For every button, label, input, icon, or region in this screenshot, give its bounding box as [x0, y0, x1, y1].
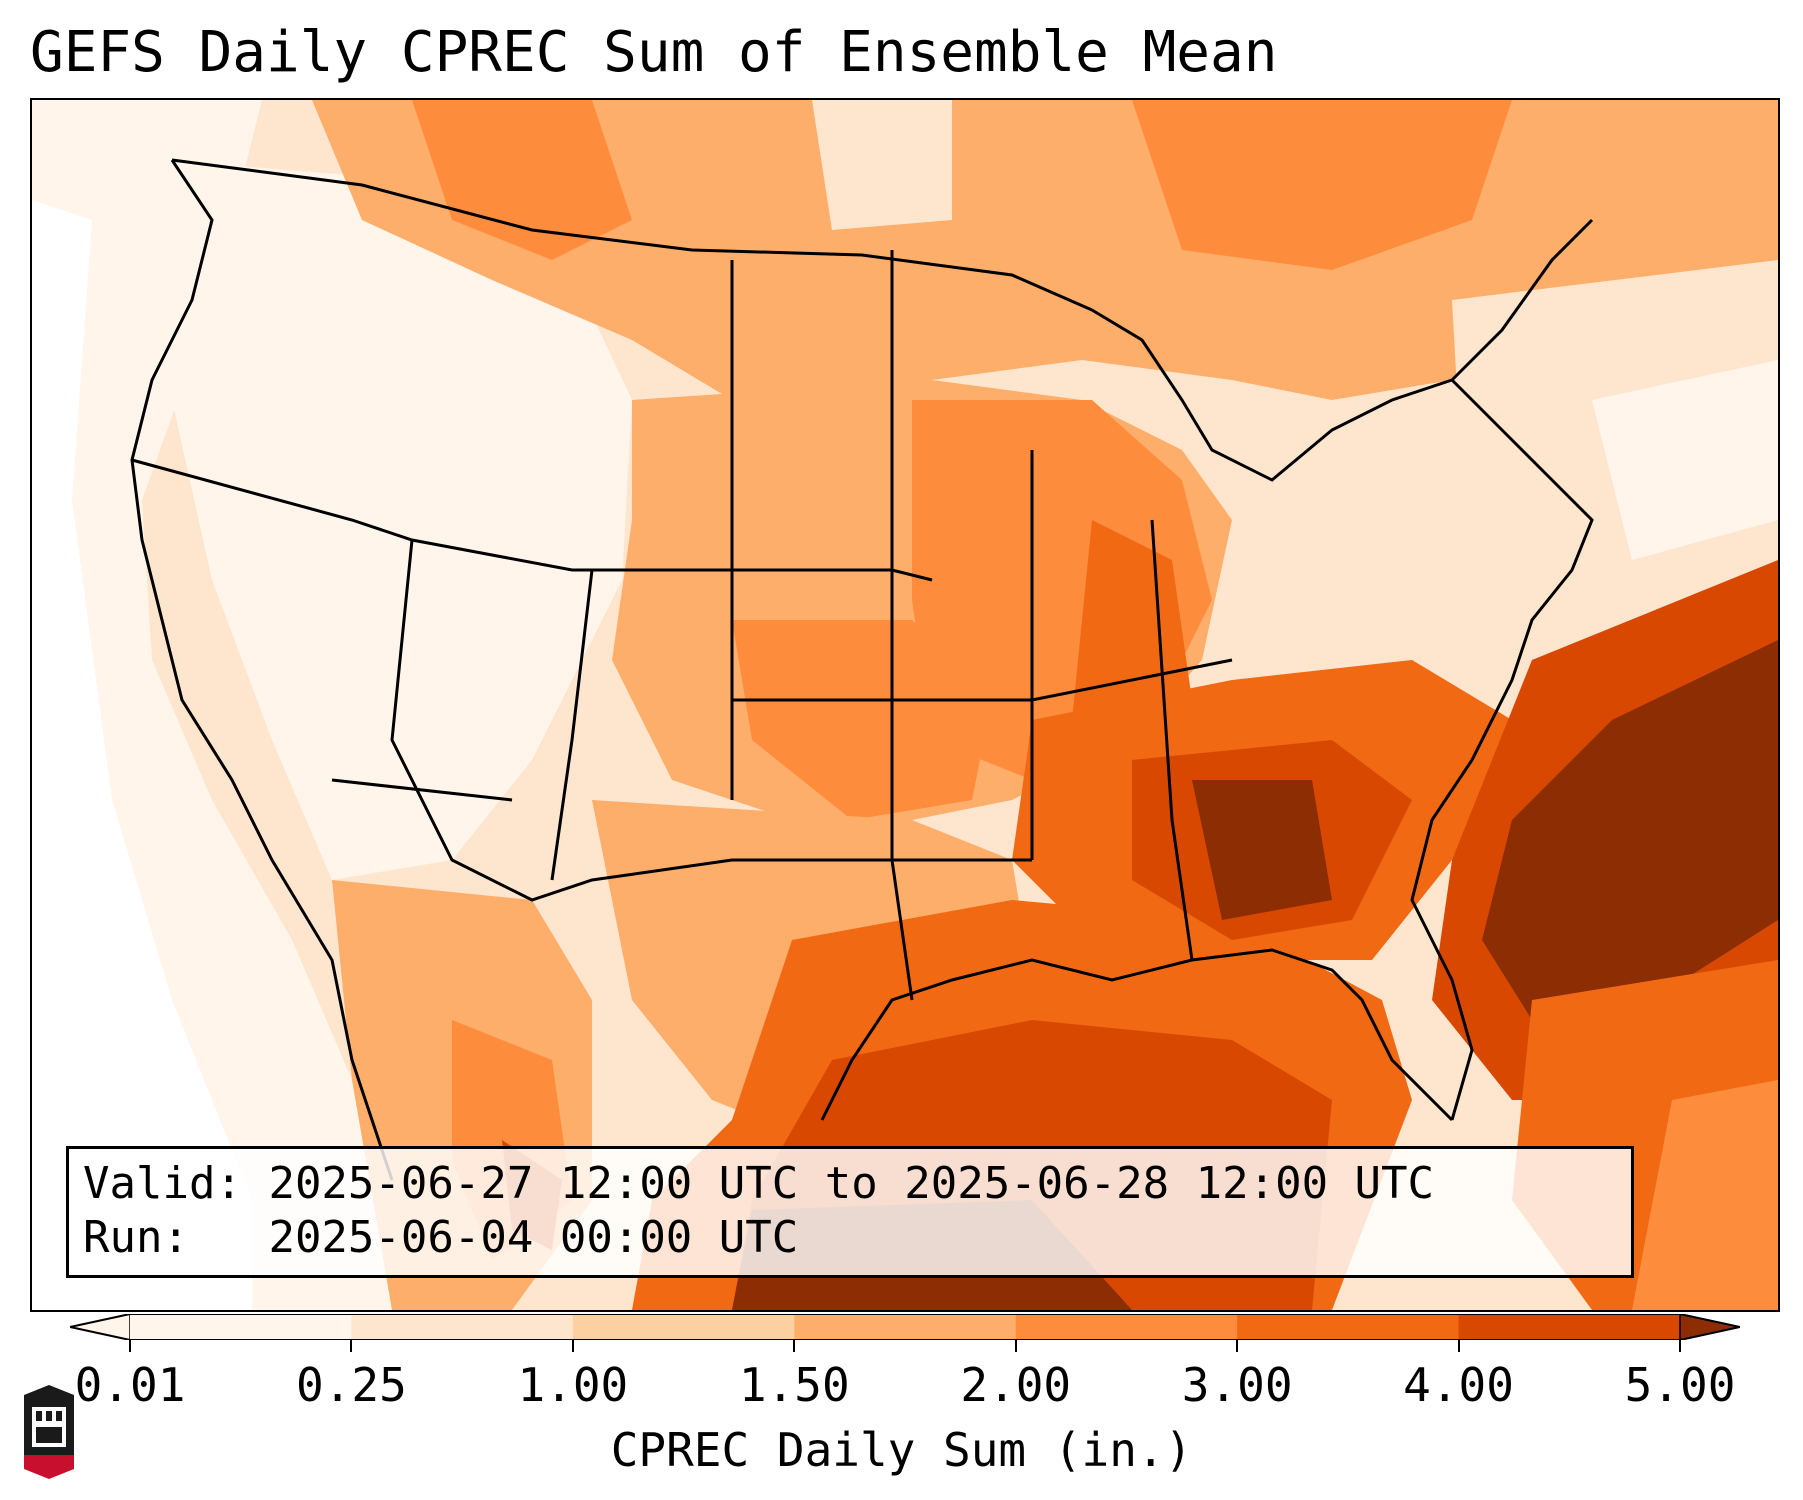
- colorbar-label: CPREC Daily Sum (in.): [610, 1423, 1193, 1477]
- colorbar-segment: [130, 1314, 352, 1340]
- colorbar: [70, 1314, 1740, 1340]
- colorbar-tick-label: 2.00: [960, 1358, 1072, 1412]
- colorbar-ticks: 0.01 0.25 1.00 1.50 2.00 3.00 4.00 5.00: [0, 1340, 1803, 1410]
- colorbar-tick-label: 3.00: [1181, 1358, 1293, 1412]
- valid-value: 2025-06-27 12:00 UTC to 2025-06-28 12:00…: [268, 1158, 1435, 1209]
- valid-info-box: Valid: 2025-06-27 12:00 UTC to 2025-06-2…: [66, 1146, 1634, 1278]
- colorbar-tick-label: 1.50: [738, 1358, 850, 1412]
- map-title: GEFS Daily CPREC Sum of Ensemble Mean: [30, 20, 1278, 85]
- colorbar-segment: [572, 1314, 795, 1340]
- valid-label: Valid:: [83, 1158, 242, 1209]
- colorbar-svg: [70, 1314, 1740, 1340]
- colorbar-segment: [351, 1314, 574, 1340]
- colorbar-tick-mark: [129, 1340, 131, 1352]
- precip-field: [32, 100, 1778, 1310]
- colorbar-tick-mark: [793, 1340, 796, 1352]
- colorbar-extend-min: [70, 1314, 131, 1340]
- colorbar-tick-mark: [1014, 1340, 1017, 1352]
- colorbar-tick-mark: [571, 1340, 574, 1352]
- boundary-lines: [130, 158, 1594, 1181]
- colorbar-segment: [794, 1314, 1017, 1340]
- run-label: Run:: [83, 1212, 242, 1263]
- colorbar-segment: [1237, 1314, 1460, 1340]
- colorbar-segment: [1458, 1314, 1681, 1340]
- run-value: 2025-06-04 00:00 UTC: [268, 1212, 799, 1263]
- colorbar-tick-label: 0.01: [74, 1358, 186, 1412]
- colorbar-tick-label: 0.25: [296, 1358, 407, 1412]
- run-line: Run: 2025-06-04 00:00 UTC: [83, 1211, 1617, 1265]
- colorbar-tick-label: 4.00: [1403, 1358, 1514, 1412]
- valid-line: Valid: 2025-06-27 12:00 UTC to 2025-06-2…: [83, 1157, 1617, 1211]
- colorbar-tick-label: 1.00: [517, 1358, 629, 1412]
- niu-castle-logo-icon: [24, 1385, 74, 1479]
- colorbar-tick-label: 5.00: [1624, 1358, 1736, 1412]
- colorbar-tick-mark: [1679, 1340, 1681, 1352]
- colorbar-segment: [1015, 1314, 1238, 1340]
- precip-map: [30, 98, 1780, 1312]
- colorbar-tick-mark: [350, 1340, 353, 1352]
- colorbar-tick-mark: [1236, 1340, 1239, 1352]
- colorbar-extend-max: [1679, 1314, 1740, 1340]
- colorbar-tick-mark: [1457, 1340, 1460, 1352]
